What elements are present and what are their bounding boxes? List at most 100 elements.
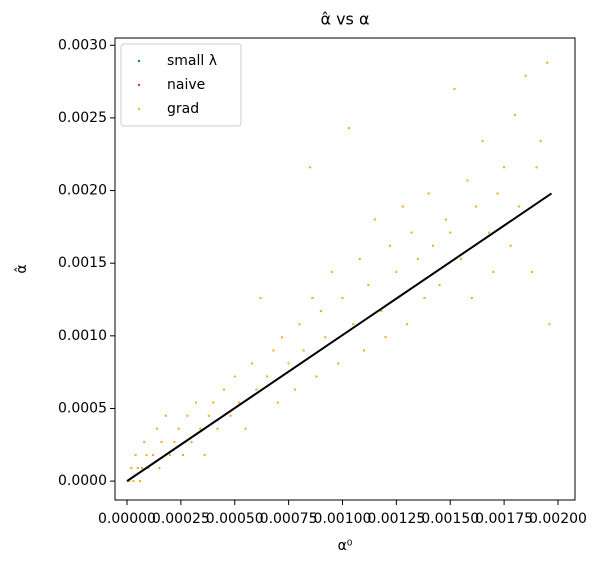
data-point: [141, 467, 144, 470]
data-point: [207, 414, 210, 417]
x-tick-label: 0.00125: [367, 511, 425, 527]
legend-label: naive: [167, 77, 205, 93]
data-point: [143, 440, 146, 443]
data-point: [298, 323, 301, 326]
data-point: [373, 218, 376, 221]
data-point: [503, 166, 506, 169]
x-tick-label: 0.00075: [260, 511, 318, 527]
data-point: [531, 270, 534, 273]
data-point: [186, 414, 189, 417]
legend-label: small λ: [167, 53, 217, 69]
data-point: [222, 388, 225, 391]
x-tick-label: 0.00000: [98, 511, 156, 527]
data-point: [539, 140, 542, 143]
data-point: [173, 440, 176, 443]
data-point: [203, 453, 206, 456]
data-point: [388, 244, 391, 247]
y-tick-label: 0.0020: [58, 183, 107, 199]
data-point: [160, 440, 163, 443]
data-point: [466, 179, 469, 182]
data-point: [453, 87, 456, 90]
data-point: [302, 349, 305, 352]
data-point: [156, 427, 159, 430]
data-point: [513, 114, 516, 116]
x-tick-label: 0.00100: [314, 511, 372, 527]
data-point: [475, 205, 478, 208]
data-point: [488, 231, 491, 234]
data-point: [194, 401, 197, 404]
data-point: [266, 375, 269, 378]
x-tick-label: 0.00150: [421, 511, 479, 527]
data-point: [177, 427, 180, 430]
data-point: [255, 388, 258, 391]
data-point: [294, 388, 297, 391]
data-point: [190, 440, 193, 443]
data-point: [395, 270, 398, 273]
data-point: [229, 414, 232, 417]
legend-marker: [137, 83, 141, 87]
data-point: [431, 244, 434, 247]
data-point: [535, 166, 538, 169]
reference-line: [126, 192, 553, 482]
data-point: [492, 270, 495, 273]
data-point: [134, 453, 137, 456]
data-point: [169, 453, 172, 456]
data-point: [259, 297, 262, 300]
data-point: [212, 401, 215, 404]
data-point: [481, 140, 484, 143]
chart-title: α̂ vs α: [320, 10, 369, 29]
data-point: [509, 244, 512, 247]
data-point: [164, 414, 167, 417]
data-point: [276, 401, 279, 404]
data-point: [380, 310, 383, 313]
x-tick-label: 0.00200: [529, 511, 587, 527]
legend-label: grad: [167, 101, 199, 117]
y-tick-label: 0.0030: [58, 37, 107, 53]
data-point: [233, 375, 236, 378]
legend-marker: [137, 59, 141, 63]
data-point: [496, 192, 499, 195]
data-point: [138, 480, 141, 483]
y-tick-label: 0.0010: [58, 328, 107, 344]
x-tick-label: 0.00050: [206, 511, 264, 527]
data-point: [281, 336, 284, 339]
data-point: [315, 375, 318, 378]
data-point: [330, 270, 333, 273]
data-point: [158, 467, 161, 470]
data-point: [337, 362, 340, 365]
data-point: [319, 310, 322, 313]
data-point: [182, 453, 185, 456]
legend-marker: [137, 107, 141, 111]
data-point: [524, 74, 527, 77]
data-point: [238, 401, 241, 404]
data-point: [363, 349, 366, 352]
data-point: [151, 453, 154, 456]
data-point: [199, 427, 202, 430]
data-point: [444, 218, 447, 221]
y-tick-label: 0.0025: [58, 110, 107, 126]
data-point: [546, 61, 549, 64]
data-point: [287, 362, 290, 365]
data-point: [324, 336, 327, 339]
data-point: [352, 323, 355, 326]
data-point: [406, 323, 409, 326]
data-point: [272, 349, 275, 352]
data-point: [341, 297, 344, 300]
data-point: [427, 192, 430, 195]
data-point: [384, 336, 387, 339]
y-axis-label: α̂: [14, 264, 30, 273]
legend: small λ naive grad: [120, 43, 242, 127]
data-point: [347, 127, 350, 130]
data-point: [130, 467, 133, 470]
data-point: [309, 166, 312, 169]
data-point: [132, 480, 135, 483]
data-point: [311, 297, 314, 300]
data-point: [145, 453, 148, 456]
data-point: [423, 297, 426, 300]
data-point: [416, 257, 419, 260]
y-tick-label: 0.0015: [58, 255, 107, 271]
data-point: [358, 257, 361, 260]
data-point: [216, 427, 219, 430]
x-tick-label: 0.00175: [475, 511, 533, 527]
